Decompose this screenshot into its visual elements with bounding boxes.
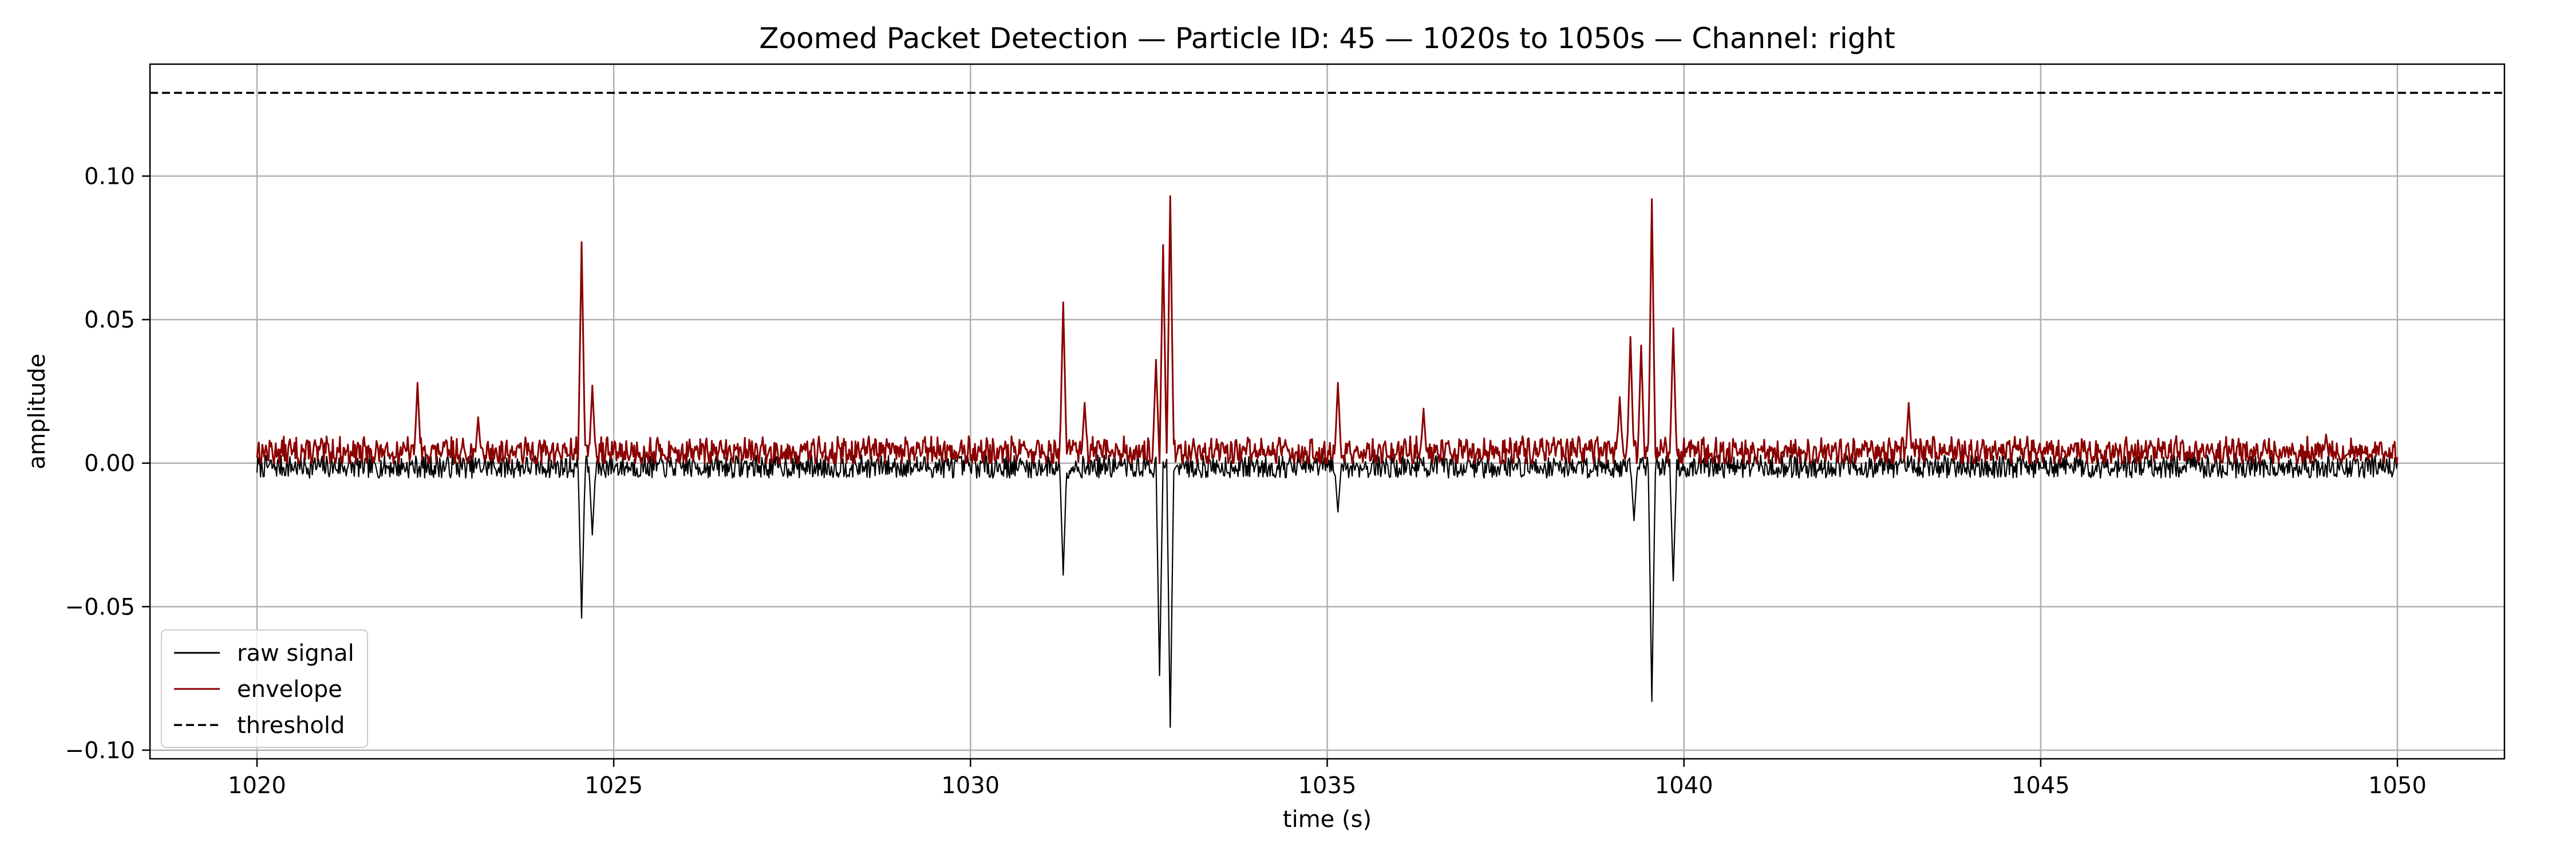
x-tick-label: 1020 [228, 773, 286, 799]
x-tick-label: 1040 [1655, 773, 1713, 799]
legend-box [161, 629, 368, 748]
x-tick-label: 1035 [1298, 773, 1357, 799]
legend-label: envelope [237, 676, 342, 703]
series-layer [256, 195, 2399, 728]
y-axis-label: amplitude [24, 353, 50, 469]
grid [150, 64, 2504, 759]
y-tick-label: 0.10 [84, 163, 135, 190]
x-tick-label: 1050 [2368, 773, 2427, 799]
legend-label: raw signal [237, 640, 354, 667]
x-tick-label: 1045 [2012, 773, 2070, 799]
ticks: 1020 1025 1030 1035 1040 1045 1050 −0.10 −0.05 0.… [65, 163, 2427, 799]
chart-title: Zoomed Packet Detection — Particle ID: 4… [759, 22, 1895, 55]
x-tick-label: 1025 [584, 773, 643, 799]
legend: raw signal envelope threshold [161, 629, 368, 748]
y-tick-label: 0.00 [84, 451, 135, 477]
series-raw-signal [256, 454, 2399, 728]
x-axis-label: time (s) [1283, 806, 1372, 833]
y-tick-label: 0.05 [84, 307, 135, 333]
legend-label: threshold [237, 712, 345, 739]
series-envelope [256, 195, 2399, 464]
x-tick-label: 1030 [941, 773, 999, 799]
y-tick-label: −0.10 [65, 738, 135, 764]
y-tick-label: −0.05 [65, 594, 135, 620]
